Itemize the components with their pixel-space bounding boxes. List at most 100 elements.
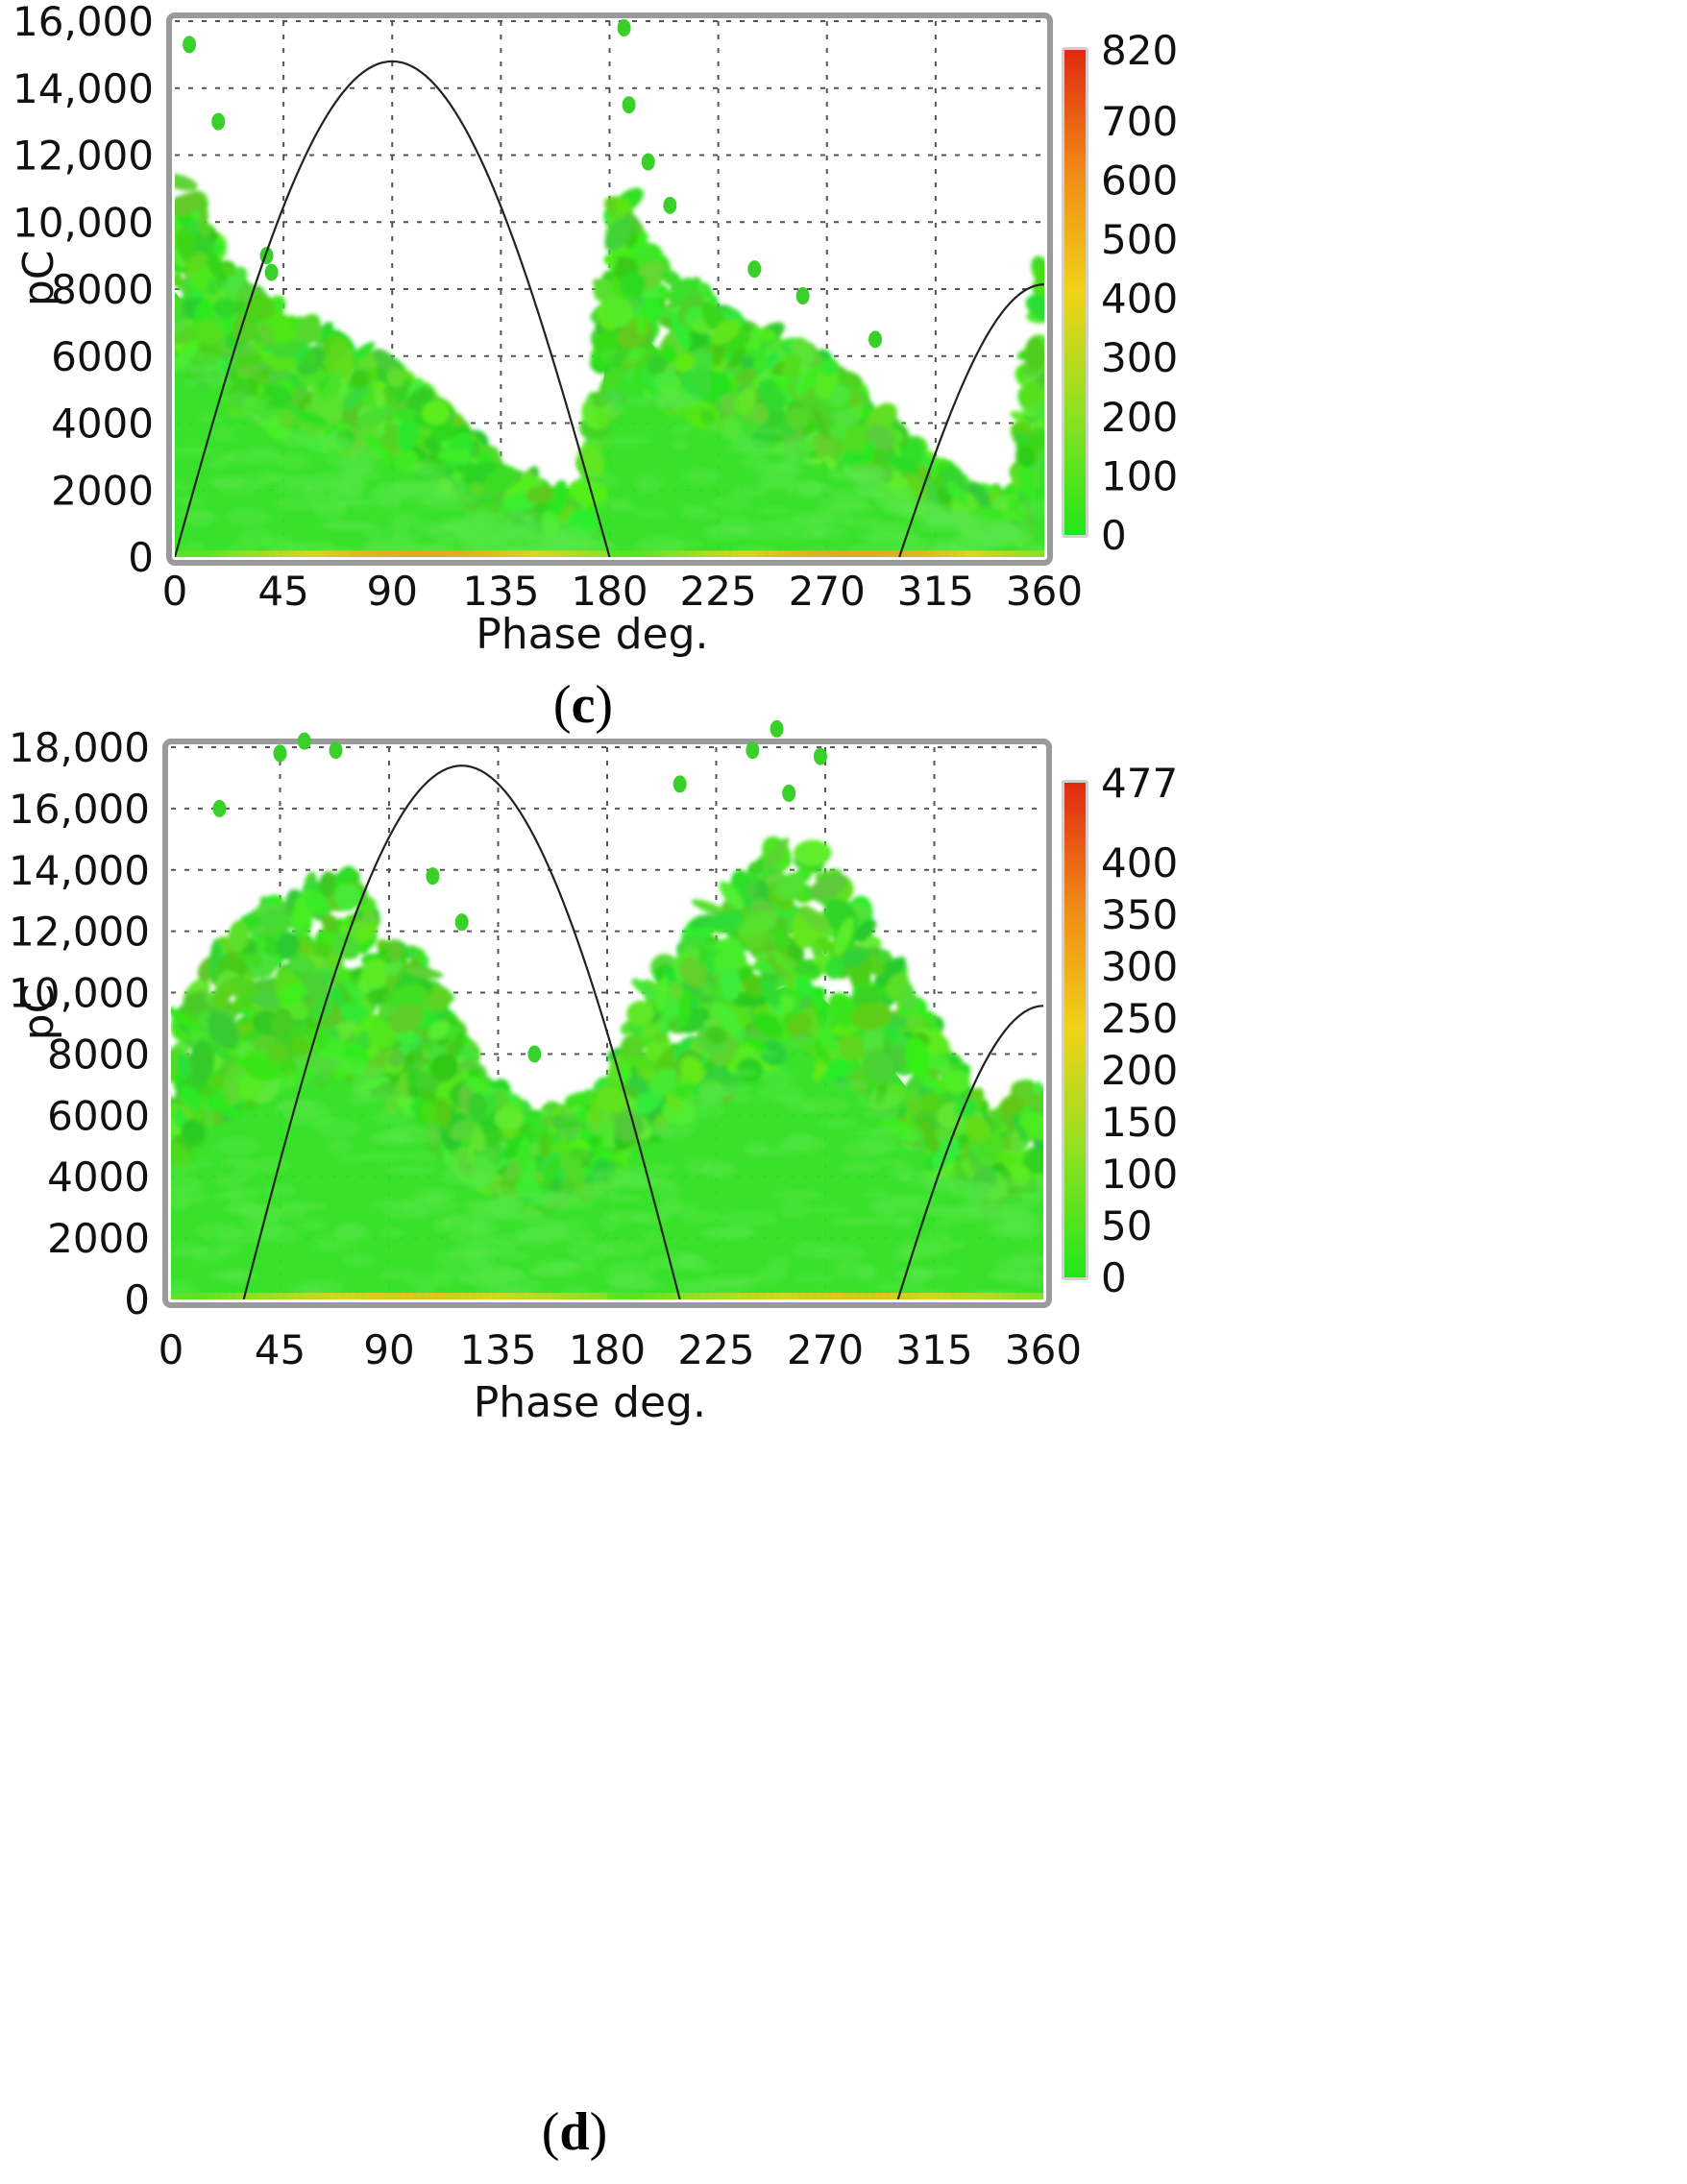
density-blob [895, 1214, 917, 1228]
density-blob [469, 1220, 494, 1236]
density-blob [302, 352, 318, 368]
outlier-point [868, 330, 883, 349]
density-blob [544, 1158, 559, 1185]
outlier-point [746, 741, 760, 760]
density-blob [566, 1242, 614, 1260]
baseline-cell [650, 1293, 659, 1299]
y-tick-label: 18,000 [9, 724, 150, 771]
baseline-cell [476, 1293, 485, 1299]
baseline-cell [855, 550, 865, 557]
baseline-band [175, 550, 1044, 557]
density-blob [808, 1031, 831, 1065]
density-blob [737, 522, 791, 541]
baseline-cell [319, 550, 329, 557]
density-blob [743, 1140, 767, 1156]
density-blob [494, 1107, 525, 1131]
y-tick-label: 14,000 [9, 847, 150, 894]
baseline-cell [254, 550, 263, 557]
density-blob [939, 516, 979, 526]
density-blob [774, 872, 806, 900]
baseline-cell [703, 550, 713, 557]
baseline-cell [261, 550, 271, 557]
density-blob [518, 1136, 531, 1171]
density-blob [874, 1282, 926, 1293]
baseline-cell [1000, 550, 1010, 557]
density-blob [906, 1013, 923, 1031]
density-blob [710, 496, 753, 512]
baseline-cell [421, 550, 429, 557]
density-blob [208, 1010, 239, 1050]
density-blob [860, 1109, 901, 1119]
panel-caption-c: (c) [553, 675, 613, 735]
density-blob [274, 452, 310, 471]
baseline-cell [556, 1293, 565, 1299]
density-blob [832, 408, 860, 425]
density-blob [421, 1102, 439, 1125]
density-blob [443, 1154, 472, 1170]
baseline-cell [832, 1293, 842, 1299]
baseline-cell [178, 1293, 187, 1299]
baseline-cell [767, 1293, 776, 1299]
density-blob [700, 409, 715, 425]
baseline-cell [534, 1293, 543, 1299]
density-blob [355, 405, 394, 428]
density-blob [871, 1126, 902, 1135]
baseline-cell [614, 1293, 623, 1299]
baseline-cell [906, 550, 916, 557]
density-blob [188, 366, 229, 383]
baseline-cell [478, 550, 488, 557]
density-blob [719, 881, 744, 910]
density-blob [786, 1012, 813, 1037]
density-blob [258, 408, 300, 426]
density-blob [412, 1187, 456, 1203]
baseline-cell [276, 550, 285, 557]
baseline-cell [171, 1293, 180, 1299]
density-blob [257, 322, 275, 346]
density-blob [623, 1056, 658, 1069]
density-blob [761, 378, 785, 419]
density-blob [312, 941, 332, 958]
density-blob [487, 1276, 543, 1296]
density-blob [889, 455, 920, 475]
density-blob [701, 523, 747, 543]
density-blob [860, 1190, 892, 1199]
density-blob [1017, 1270, 1043, 1288]
baseline-cell [993, 550, 1002, 557]
outlier-point [813, 747, 827, 765]
density-blob [206, 279, 221, 296]
outlier-point [212, 799, 227, 817]
density-blob [397, 414, 420, 451]
baseline-cell [623, 550, 633, 557]
y-tick-label: 12,000 [12, 133, 154, 180]
density-blob [683, 305, 703, 324]
density-blob [828, 471, 874, 479]
density-blob [217, 1243, 242, 1256]
baseline-cell [229, 1293, 238, 1299]
baseline-cell [507, 550, 517, 557]
density-blob [483, 466, 518, 493]
x-tick-label: 45 [255, 1326, 306, 1373]
density-blob [564, 1091, 599, 1107]
colorbar-tick-label: 100 [1101, 1151, 1178, 1198]
baseline-cell [302, 1293, 310, 1299]
density-blob [350, 370, 370, 390]
colorbar-tick-label: 250 [1101, 995, 1178, 1042]
density-blob [799, 905, 829, 933]
baseline-cell [774, 1293, 783, 1299]
density-blob [999, 1210, 1040, 1224]
density-blob [793, 839, 832, 866]
density-blob [386, 367, 405, 388]
y-axis-label: pC [14, 984, 63, 1041]
baseline-cell [566, 550, 575, 557]
density-blob [954, 1098, 978, 1118]
density-blob [691, 913, 716, 930]
density-blob [1016, 499, 1044, 517]
baseline-cell [204, 550, 212, 557]
y-tick-label: 4000 [51, 400, 154, 448]
density-blob [792, 961, 821, 976]
baseline-cell [265, 1293, 274, 1299]
density-blob [642, 1231, 666, 1247]
density-blob [691, 1103, 725, 1120]
baseline-cell [812, 550, 821, 557]
density-blob [747, 426, 784, 435]
